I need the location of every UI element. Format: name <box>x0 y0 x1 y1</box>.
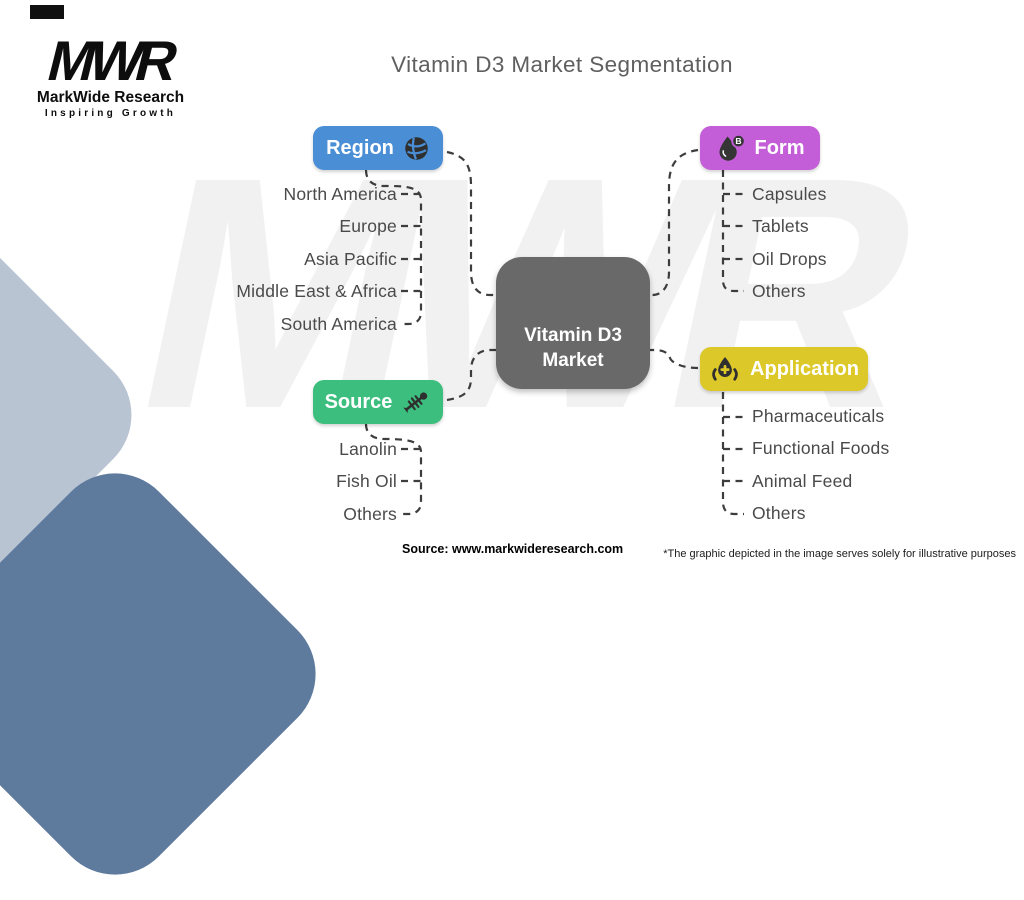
source-spine-line <box>364 423 423 516</box>
application-spine-line <box>721 392 744 516</box>
application-item: Functional Foods <box>752 438 890 459</box>
region-item: South America <box>280 313 397 334</box>
globe-icon <box>405 136 428 160</box>
center-node-vitamin-d3-market: Vitamin D3 Market <box>496 257 650 389</box>
region-center-link <box>446 150 498 297</box>
form-item: Others <box>752 281 806 302</box>
region-chip-label: Region <box>326 136 394 159</box>
connector-lines <box>364 148 744 516</box>
source-item: Others <box>343 503 397 524</box>
footer-source-text: Source: www.markwideresearch.com <box>402 542 624 556</box>
fishbone-icon <box>403 392 428 413</box>
application-center-link <box>648 348 699 370</box>
source-chip-label: Source <box>324 390 393 413</box>
form-item: Capsules <box>752 184 827 204</box>
branch-chip-application: Application <box>700 347 868 391</box>
region-item: Middle East & Africa <box>236 281 397 302</box>
region-spine-line <box>364 169 423 326</box>
application-item: Others <box>752 503 806 524</box>
care-drop-icon <box>712 357 738 381</box>
region-item: North America <box>283 184 397 204</box>
svg-text:B: B <box>735 136 741 146</box>
center-node-label-line1: Vitamin D3 <box>524 325 622 346</box>
form-spine-line <box>721 170 744 293</box>
logo-name: MarkWide Research <box>36 89 185 107</box>
form-center-link <box>648 148 699 297</box>
branch-chip-form: B Form <box>700 126 820 170</box>
form-item: Tablets <box>752 216 809 237</box>
footer-disclaimer-text: *The graphic depicted in the image serve… <box>663 548 1016 560</box>
source-center-link <box>446 348 498 402</box>
markwide-logo: MWR MarkWide Research Inspiring Growth <box>28 29 193 120</box>
application-chip-label: Application <box>750 357 859 380</box>
logo-tagline: Inspiring Growth <box>44 108 177 120</box>
application-item: Animal Feed <box>752 470 853 491</box>
branch-chip-region: Region <box>313 126 443 170</box>
branch-chip-source: Source <box>313 380 443 424</box>
source-item: Lanolin <box>339 439 397 459</box>
form-chip-label: Form <box>754 136 805 159</box>
corner-black-mark <box>30 5 64 19</box>
source-item: Fish Oil <box>336 471 397 492</box>
application-item: Pharmaceuticals <box>752 406 885 426</box>
center-node-label-line2: Market <box>542 350 604 371</box>
form-item: Oil Drops <box>752 248 827 269</box>
region-item: Europe <box>339 216 397 237</box>
application-item-list: Pharmaceuticals Functional Foods Animal … <box>752 400 1012 530</box>
source-item-list: Lanolin Fish Oil Others <box>67 433 397 530</box>
region-item-list: North America Europe Asia Pacific Middle… <box>67 178 397 340</box>
form-item-list: Capsules Tablets Oil Drops Others <box>752 178 1012 308</box>
droplet-b-icon: B <box>718 133 746 161</box>
region-item: Asia Pacific <box>304 248 397 269</box>
page-title: Vitamin D3 Market Segmentation <box>391 52 733 77</box>
